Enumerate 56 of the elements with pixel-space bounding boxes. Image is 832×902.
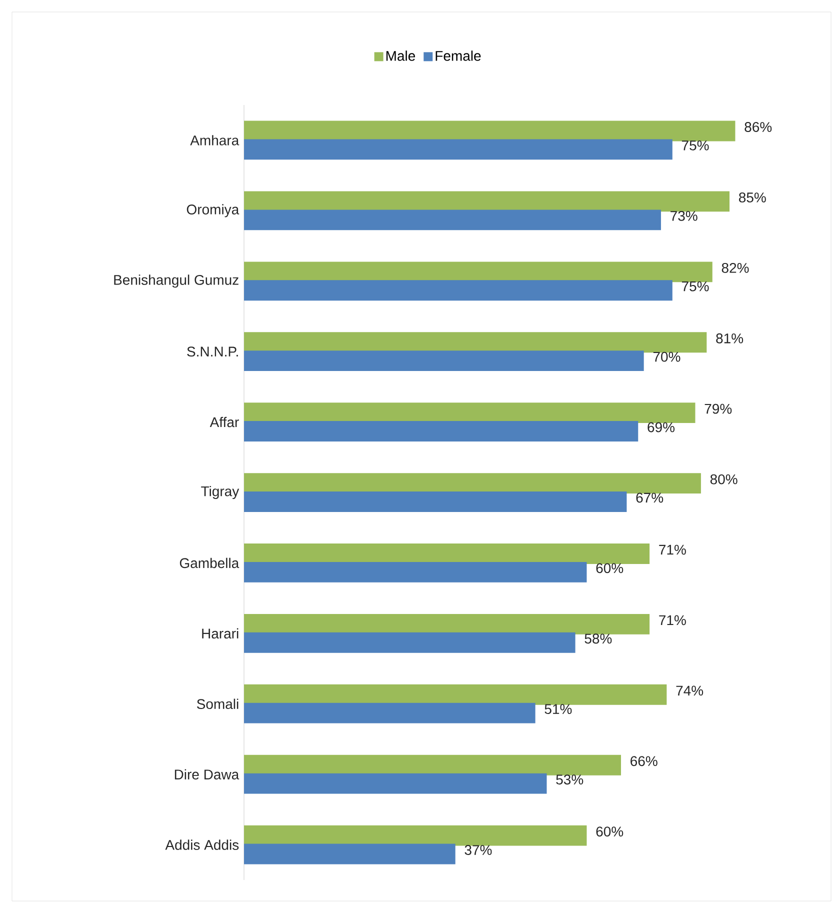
data-label: 53% xyxy=(556,774,584,785)
bar xyxy=(244,684,667,705)
y-tick-label: Addis Addis xyxy=(165,840,239,850)
bar xyxy=(244,191,730,212)
data-label: 60% xyxy=(596,826,624,837)
bar xyxy=(244,402,696,424)
data-label: 86% xyxy=(744,122,772,132)
bar xyxy=(244,773,547,794)
y-tick-label: Dire Dawa xyxy=(174,769,240,780)
data-label: 75% xyxy=(682,140,709,150)
y-tick-label: Oromiya xyxy=(186,204,240,218)
y-tick-label: S.N.N.P. xyxy=(187,346,238,357)
bar xyxy=(244,492,627,512)
bar xyxy=(244,210,661,230)
bar xyxy=(244,632,576,653)
bar xyxy=(244,544,650,564)
legend-label: Male xyxy=(386,50,416,61)
bar xyxy=(244,754,621,776)
data-label: 82% xyxy=(722,262,749,273)
bar xyxy=(244,702,536,724)
legend-label: Female xyxy=(436,50,481,61)
bar xyxy=(244,280,672,301)
data-label: 67% xyxy=(636,492,664,503)
data-label: 75% xyxy=(682,281,709,292)
data-label: 81% xyxy=(716,333,744,344)
bar xyxy=(244,614,650,634)
data-label: 74% xyxy=(676,686,704,696)
data-label: 70% xyxy=(653,352,680,362)
y-tick-label: Tigray xyxy=(201,486,240,500)
y-tick-label: Gambella xyxy=(180,558,240,568)
bar xyxy=(244,350,644,372)
data-label: 37% xyxy=(464,845,492,855)
data-label: 79% xyxy=(704,404,732,414)
data-label: 85% xyxy=(738,192,766,202)
y-tick-label: Amhara xyxy=(190,135,240,146)
data-label: 51% xyxy=(544,704,572,714)
data-label: 71% xyxy=(659,544,686,555)
bar xyxy=(244,421,638,442)
y-tick-label: Somali xyxy=(196,698,238,710)
data-label: 60% xyxy=(596,563,624,574)
y-tick-label: Benishangul Gumuz xyxy=(114,274,238,288)
data-label: 71% xyxy=(659,615,686,626)
bar xyxy=(244,139,672,160)
bar xyxy=(244,332,707,353)
y-tick-label: Affar xyxy=(210,416,239,428)
data-label: 80% xyxy=(710,474,738,484)
data-label: 73% xyxy=(670,210,698,221)
data-label: 58% xyxy=(584,634,612,644)
data-label: 66% xyxy=(630,756,658,766)
y-tick-label: Harari xyxy=(202,628,238,639)
bar xyxy=(244,262,712,282)
bar xyxy=(244,844,456,864)
data-label: 69% xyxy=(648,422,675,432)
bar xyxy=(244,562,587,582)
bar xyxy=(244,473,701,494)
bar xyxy=(244,825,587,846)
